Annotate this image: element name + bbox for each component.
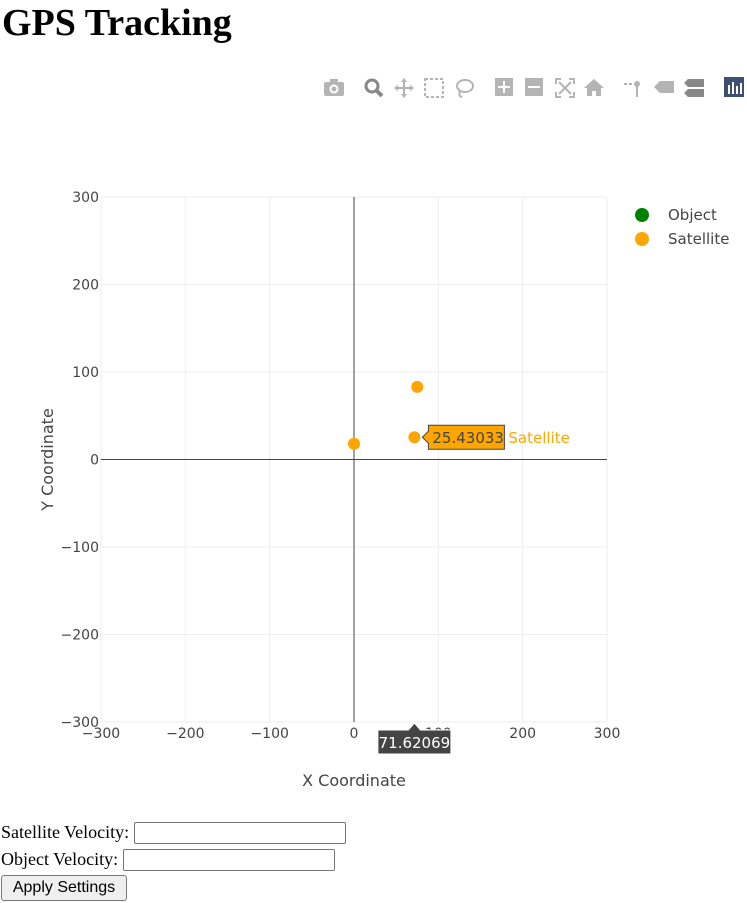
x-axis-title: X Coordinate	[302, 771, 406, 790]
zoom-out-icon[interactable]	[525, 78, 543, 96]
y-tick-label: 100	[72, 365, 99, 381]
hover-x-label-box	[377, 722, 452, 755]
y-tick-label: −200	[61, 628, 99, 644]
object-velocity-label: Object Velocity:	[1, 849, 119, 869]
legend-marker-satellite[interactable]	[635, 232, 649, 246]
satellite-velocity-label: Satellite Velocity:	[1, 822, 130, 842]
reset-axes-icon[interactable]	[584, 79, 604, 96]
gps-scatter-plot[interactable]: −300−200−1000100200300−300−200−100010020…	[0, 110, 747, 810]
x-tick-label: 300	[594, 726, 621, 742]
hover-series-name: Satellite	[508, 429, 569, 447]
spike-lines-icon[interactable]	[624, 81, 640, 97]
autoscale-icon[interactable]	[555, 78, 575, 98]
zoom-icon[interactable]	[364, 78, 384, 98]
zoom-in-icon[interactable]	[495, 78, 513, 96]
y-axis-title: Y Coordinate	[38, 408, 57, 512]
legend-marker-object[interactable]	[635, 208, 649, 222]
legend-label-object[interactable]: Object	[668, 206, 717, 224]
satellite-velocity-input[interactable]	[133, 822, 346, 844]
y-tick-label: 300	[72, 190, 99, 206]
pan-icon[interactable]	[394, 78, 414, 98]
legend-label-satellite[interactable]: Satellite	[668, 230, 729, 248]
apply-settings-button[interactable]: Apply Settings	[1, 875, 127, 901]
y-tick-label: −100	[61, 540, 99, 556]
hover-y-value: 25.43033	[432, 429, 504, 447]
x-tick-label: −300	[82, 726, 120, 742]
x-tick-label: 200	[509, 726, 536, 742]
x-tick-label: 0	[350, 726, 359, 742]
page-title: GPS Tracking	[2, 2, 232, 44]
x-tick-label: −200	[166, 726, 204, 742]
y-tick-label: 0	[90, 453, 99, 469]
y-tick-label: −300	[61, 715, 99, 731]
lasso-select-icon[interactable]	[456, 79, 474, 98]
data-point-satellite[interactable]	[408, 431, 421, 444]
y-tick-label: 200	[72, 278, 99, 294]
box-select-icon[interactable]	[424, 78, 444, 98]
data-point-satellite[interactable]	[348, 437, 360, 450]
hover-closest-icon[interactable]	[654, 81, 674, 93]
object-velocity-input[interactable]	[122, 849, 335, 871]
hover-tooltip-box	[421, 424, 505, 450]
hover-compare-icon[interactable]	[684, 79, 704, 97]
x-tick-label: −100	[250, 726, 288, 742]
hover-x-value: 71.62069	[379, 734, 451, 752]
plot-modebar	[324, 77, 744, 98]
plotly-logo-icon[interactable]	[724, 77, 744, 97]
camera-icon[interactable]	[324, 79, 344, 96]
data-point-satellite[interactable]	[411, 380, 424, 393]
